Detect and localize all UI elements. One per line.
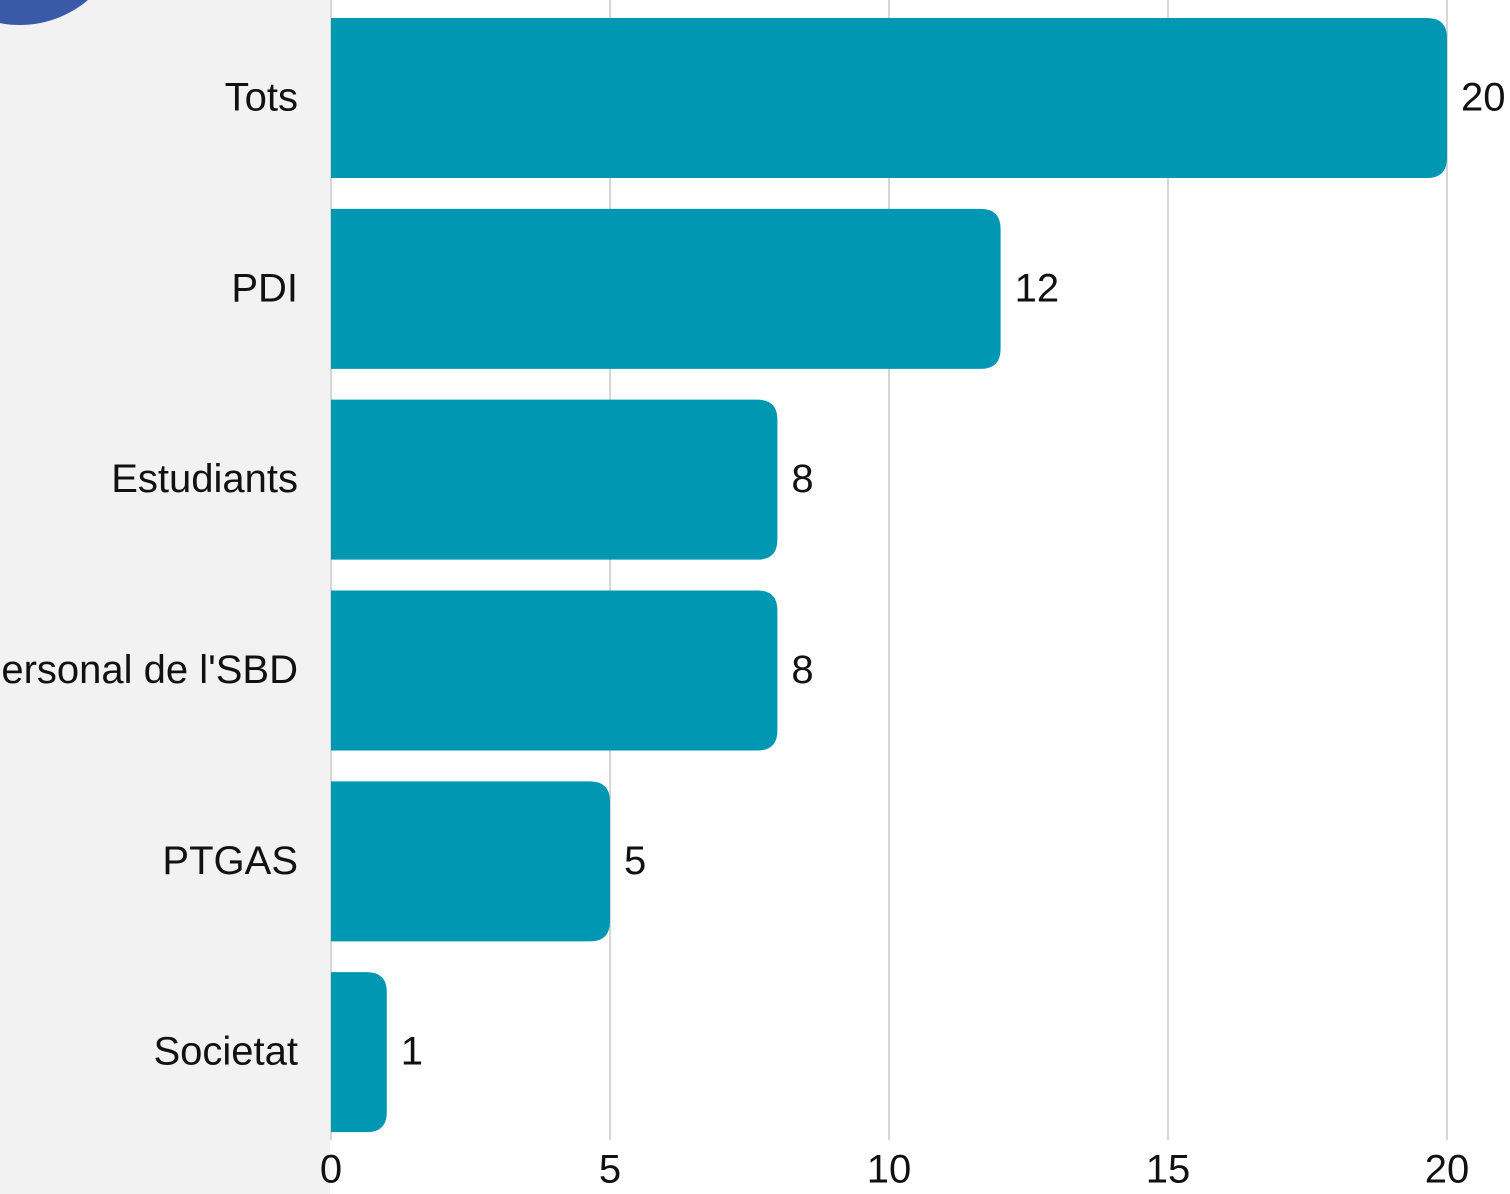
value-label: 8 — [791, 457, 813, 501]
value-label: 5 — [624, 839, 646, 883]
decoration — [0, 0, 88, 25]
bar — [331, 208, 1001, 369]
value-label: 20 — [1461, 76, 1506, 120]
label-panel — [0, 0, 330, 1194]
y-tick-label: Estudiants — [111, 457, 298, 501]
value-label: 1 — [401, 1030, 423, 1074]
bar — [331, 18, 1447, 178]
y-tick-label: PTGAS — [162, 839, 298, 883]
y-tick-label: Tots — [225, 76, 298, 120]
x-tick-label: 10 — [867, 1148, 912, 1192]
x-tick-label: 5 — [599, 1148, 621, 1192]
y-tick-label: PDI — [231, 266, 298, 310]
bar — [331, 781, 610, 942]
bar — [331, 590, 778, 751]
y-tick-label: Societat — [153, 1030, 298, 1074]
x-tick-label: 0 — [320, 1148, 342, 1192]
value-label: 12 — [1015, 266, 1060, 310]
x-tick-label: 15 — [1146, 1148, 1191, 1192]
bar — [331, 399, 778, 560]
value-label: 8 — [791, 648, 813, 692]
x-tick-label: 20 — [1425, 1148, 1470, 1192]
y-tick-label: Personal de l'SBD — [0, 648, 298, 692]
bar — [331, 972, 387, 1133]
